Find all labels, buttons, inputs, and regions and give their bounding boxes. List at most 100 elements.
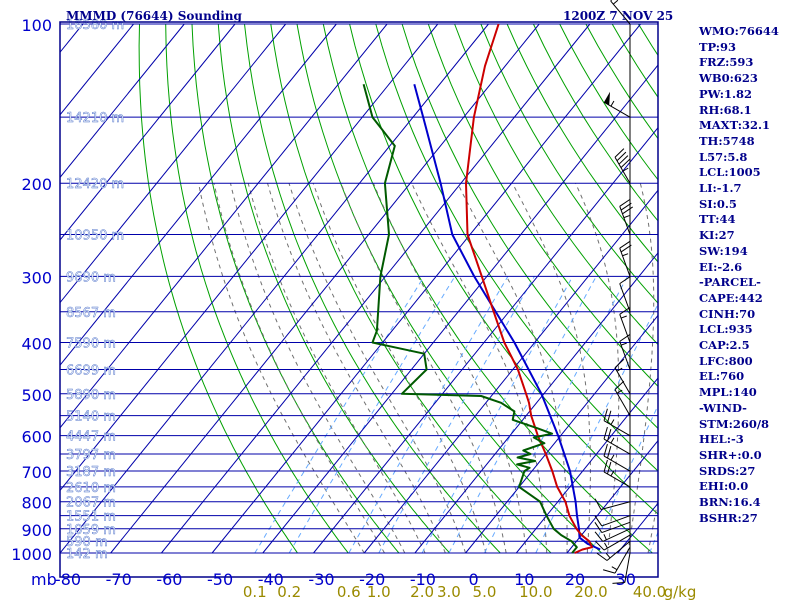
pressure-unit-label: mb [31,570,57,589]
index-entry: PW:1.82 [699,86,753,101]
pressure-tick-label: 1000 [11,545,52,564]
barb-full-flag [619,240,631,249]
height-label: 12420 m [66,177,124,192]
index-entry: EHI:0.0 [699,479,749,494]
pressure-tick-label: 300 [21,268,52,287]
sounding-profiles [362,23,601,554]
height-label: 7590 m [66,336,116,351]
temperature-tick-label: -80 [55,570,81,589]
moist-adiabat [198,183,365,554]
pressure-tick-label: 500 [21,386,52,405]
index-entry: SW:194 [699,243,748,258]
height-label: 8567 m [66,306,116,321]
index-entry: MPL:140 [699,385,757,400]
barb-full-flag [603,444,608,457]
parcel-profile-line [413,84,601,551]
barb-shaft [619,248,631,277]
temperature-tick-label: -20 [359,570,385,589]
sounding-time: 1200Z 7 NOV 25 [563,9,674,23]
mixing-ratio-label: 1.0 [367,583,391,600]
moist-adiabat [312,183,487,554]
barb-half-flag [620,315,627,319]
isotherm [465,314,658,554]
barb-shaft [614,367,631,395]
barb-shaft [619,206,631,235]
height-label: 142 m [66,547,108,562]
barb-shaft [619,283,631,312]
barb-shaft [619,314,631,343]
barb-full-flag [595,540,605,551]
isotherm [211,23,641,554]
wind-barb [619,198,634,235]
wind-barb [594,498,631,510]
barb-shaft [619,341,631,370]
pressure-tick-label: 600 [21,428,52,447]
barb-full-flag [618,155,629,165]
barb-full-flag [612,582,625,584]
wind-barb [603,444,631,472]
wind-barb [595,534,631,551]
height-label: 4447 m [66,430,116,445]
wind-barb [603,459,631,488]
sounding-indices-panel: WMO:76644 TP:93 FRZ:593 WB0:623 PW:1.82 RH:68… [699,24,779,527]
barb-shaft [603,534,631,551]
mixing-ratio-label: 3.0 [437,583,461,600]
temperature-tick-label: 10 [514,570,534,589]
barb-full-flag [603,408,608,421]
index-entry: KI:27 [699,228,735,243]
barb-full-flag [616,151,627,162]
barb-half-flag [610,470,615,477]
height-label: 2067 m [66,496,116,511]
height-label: 10950 m [66,229,124,244]
barb-full-flag [594,531,604,542]
index-entry: TH:5748 [699,133,755,148]
pressure-tick-label: 800 [21,494,52,513]
index-entry: TT:44 [699,212,736,227]
index-entry: TP:93 [699,39,737,54]
station-title: MMMD (76644) Sounding [66,9,242,23]
mixing-ratio-line [288,276,456,554]
moist-adiabat [411,182,548,553]
barb-full-flag [594,498,602,510]
isotherm [313,126,658,554]
height-label: 14210 m [66,111,124,126]
index-entry: LCL:935 [699,322,753,337]
barb-full-flag [619,334,631,342]
barb-full-flag [619,276,631,285]
barb-full-flag [620,244,632,253]
temperature-tick-label: -10 [410,570,436,589]
wind-barbs [594,0,634,584]
temperature-tick-label: -50 [207,570,233,589]
barb-full-flag [603,427,608,440]
mixing-ratio-label: 0.2 [277,583,301,600]
wind-barb [603,91,631,118]
barb-half-flag [610,454,615,461]
barb-shaft [600,501,631,510]
dewpoint-profile-line [362,84,578,554]
isotherm [262,64,658,554]
index-entry: WB0:623 [699,71,758,86]
wind-barb [602,546,631,574]
isotherm [414,252,658,554]
index-entry: SHR+:0.0 [699,447,762,462]
pressure-tick-label: 200 [21,175,52,194]
dry-adiabat [375,23,658,472]
barb-full-flag [603,459,608,473]
index-entry: WMO:76644 [699,24,779,38]
height-label: 9690 m [66,270,116,285]
temperature-profile-line [465,23,593,554]
background-grid [60,23,658,554]
wind-barb [612,552,631,584]
barb-half-flag [604,542,608,549]
temperature-tick-label: 0 [469,570,479,589]
barb-full-flag [607,429,612,442]
moist-adiabat [627,183,655,554]
barb-shaft [624,552,631,583]
isotherm [60,23,185,179]
isotherm [110,23,540,554]
moist-adiabat [457,182,568,553]
barb-half-flag [623,215,630,219]
mixing-ratio-label: 40.0 [633,583,666,600]
dry-adiabat [270,23,552,554]
